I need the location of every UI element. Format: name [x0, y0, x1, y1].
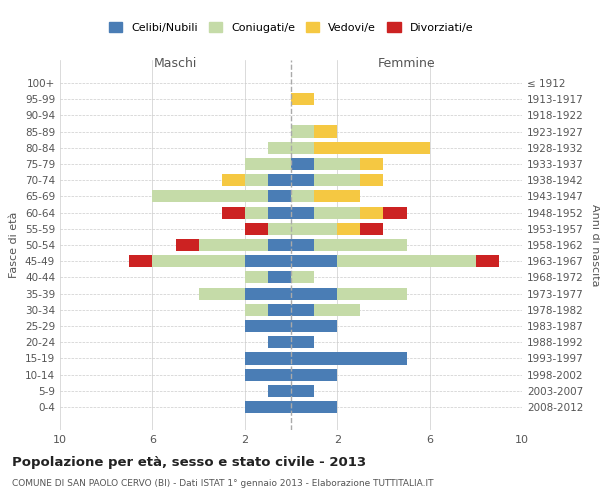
Bar: [245, 206, 268, 218]
Bar: [314, 206, 360, 218]
Bar: [268, 239, 291, 251]
Text: Popolazione per età, sesso e stato civile - 2013: Popolazione per età, sesso e stato civil…: [12, 456, 366, 469]
Text: Femmine: Femmine: [377, 57, 436, 70]
Bar: [291, 352, 407, 364]
Bar: [360, 206, 383, 218]
Bar: [291, 368, 337, 381]
Bar: [360, 158, 383, 170]
Bar: [176, 239, 199, 251]
Bar: [268, 304, 291, 316]
Bar: [291, 206, 314, 218]
Bar: [268, 142, 291, 154]
Bar: [291, 93, 314, 105]
Text: COMUNE DI SAN PAOLO CERVO (BI) - Dati ISTAT 1° gennaio 2013 - Elaborazione TUTTI: COMUNE DI SAN PAOLO CERVO (BI) - Dati IS…: [12, 478, 433, 488]
Bar: [337, 255, 476, 268]
Bar: [245, 222, 268, 235]
Bar: [314, 142, 430, 154]
Bar: [291, 272, 314, 283]
Bar: [476, 255, 499, 268]
Bar: [360, 222, 383, 235]
Bar: [245, 368, 291, 381]
Bar: [152, 190, 268, 202]
Bar: [130, 255, 152, 268]
Bar: [314, 174, 360, 186]
Legend: Celibi/Nubili, Coniugati/e, Vedovi/e, Divorziati/e: Celibi/Nubili, Coniugati/e, Vedovi/e, Di…: [104, 18, 478, 37]
Bar: [268, 385, 291, 397]
Bar: [199, 288, 245, 300]
Bar: [314, 126, 337, 138]
Bar: [291, 320, 337, 332]
Bar: [337, 288, 407, 300]
Bar: [291, 401, 337, 413]
Bar: [245, 174, 268, 186]
Bar: [245, 352, 291, 364]
Bar: [245, 158, 291, 170]
Bar: [291, 190, 314, 202]
Bar: [291, 255, 337, 268]
Y-axis label: Anni di nascita: Anni di nascita: [590, 204, 600, 286]
Bar: [268, 206, 291, 218]
Bar: [291, 304, 314, 316]
Bar: [222, 174, 245, 186]
Bar: [291, 126, 314, 138]
Bar: [291, 142, 314, 154]
Bar: [268, 336, 291, 348]
Bar: [268, 174, 291, 186]
Bar: [245, 304, 268, 316]
Bar: [245, 272, 268, 283]
Bar: [245, 401, 291, 413]
Y-axis label: Fasce di età: Fasce di età: [10, 212, 19, 278]
Bar: [291, 385, 314, 397]
Text: Maschi: Maschi: [154, 57, 197, 70]
Bar: [268, 272, 291, 283]
Bar: [245, 255, 291, 268]
Bar: [314, 239, 407, 251]
Bar: [314, 190, 360, 202]
Bar: [245, 288, 291, 300]
Bar: [291, 239, 314, 251]
Bar: [337, 222, 360, 235]
Bar: [383, 206, 407, 218]
Bar: [291, 158, 314, 170]
Bar: [268, 222, 291, 235]
Bar: [314, 304, 360, 316]
Bar: [314, 158, 360, 170]
Bar: [360, 174, 383, 186]
Bar: [291, 174, 314, 186]
Bar: [291, 288, 337, 300]
Bar: [268, 190, 291, 202]
Bar: [199, 239, 268, 251]
Bar: [291, 222, 337, 235]
Bar: [291, 336, 314, 348]
Bar: [245, 320, 291, 332]
Bar: [222, 206, 245, 218]
Bar: [152, 255, 245, 268]
